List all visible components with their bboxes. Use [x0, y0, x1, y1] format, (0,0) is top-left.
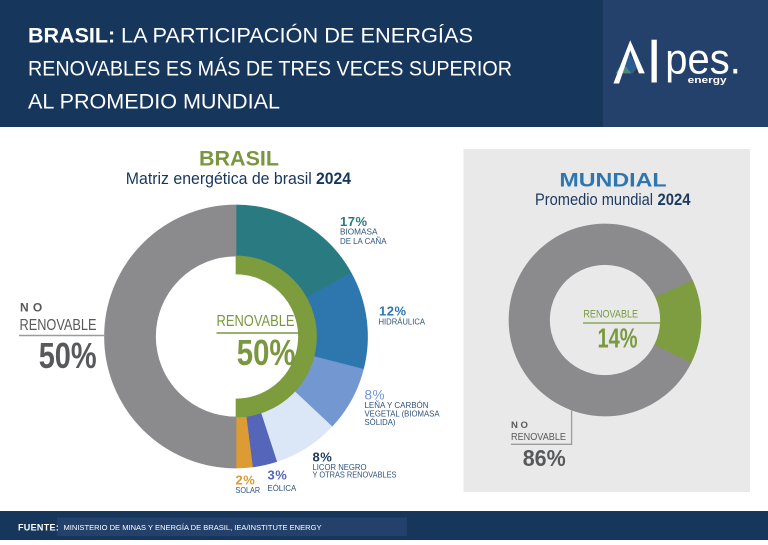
svg-text:50%: 50% [237, 332, 296, 373]
svg-text:LICOR NEGRO: LICOR NEGRO [313, 462, 367, 472]
svg-text:BRASIL: BRASIL [199, 147, 279, 171]
svg-text:Matriz energética de brasil: Matriz energética de brasil [126, 169, 312, 188]
svg-text:RENOVABLE: RENOVABLE [217, 313, 295, 330]
svg-text:AL PROMEDIO MUNDIAL: AL PROMEDIO MUNDIAL [28, 90, 280, 114]
svg-text:EÓLICA: EÓLICA [268, 483, 297, 493]
svg-text:energy: energy [688, 75, 728, 86]
svg-text:14%: 14% [598, 323, 638, 354]
svg-text:8%: 8% [313, 450, 333, 465]
svg-text:8%: 8% [365, 388, 386, 403]
svg-text:12%: 12% [379, 304, 407, 319]
svg-text:RENOVABLE: RENOVABLE [511, 431, 566, 443]
svg-text:pes.: pes. [665, 36, 741, 84]
svg-text:SOLAR: SOLAR [236, 485, 261, 495]
svg-text:2024: 2024 [658, 191, 691, 209]
svg-text:SÓLIDA): SÓLIDA) [365, 417, 396, 427]
svg-text:FUENTE:: FUENTE: [18, 523, 59, 533]
svg-text:2%: 2% [236, 472, 256, 487]
svg-text:LA PARTICIPACIÓN DE ENERGÍAS: LA PARTICIPACIÓN DE ENERGÍAS [121, 23, 473, 48]
svg-text:BRASIL:: BRASIL: [28, 24, 115, 48]
svg-text:HIDRÁULICA: HIDRÁULICA [379, 317, 426, 327]
svg-text:50%: 50% [39, 335, 97, 376]
svg-text:86%: 86% [523, 445, 566, 471]
svg-text:DE LA CAÑA: DE LA CAÑA [340, 236, 387, 246]
svg-text:MUNDIAL: MUNDIAL [559, 170, 666, 192]
svg-text:3%: 3% [268, 468, 288, 483]
svg-text:VEGETAL (BIOMASA: VEGETAL (BIOMASA [365, 409, 440, 419]
svg-text:Y OTRAS RENOVABLES: Y OTRAS RENOVABLES [313, 470, 397, 480]
svg-text:BIOMASA: BIOMASA [340, 227, 378, 237]
svg-text:RENOVABLES ES MÁS DE TRES VECE: RENOVABLES ES MÁS DE TRES VECES SUPERIOR [28, 56, 512, 81]
svg-text:NO: NO [511, 420, 530, 431]
svg-text:Promedio mundial: Promedio mundial [535, 191, 653, 209]
svg-text:NO: NO [20, 301, 46, 315]
svg-text:17%: 17% [340, 214, 368, 229]
svg-text:RENOVABLE: RENOVABLE [20, 317, 97, 334]
svg-text:RENOVABLE: RENOVABLE [583, 308, 638, 320]
svg-text:2024: 2024 [316, 169, 351, 188]
svg-text:LEÑA Y CARBÓN: LEÑA Y CARBÓN [365, 400, 429, 410]
svg-text:MINISTERIO DE MINAS Y ENERGÍA: MINISTERIO DE MINAS Y ENERGÍA DE BRASIL,… [64, 523, 322, 532]
